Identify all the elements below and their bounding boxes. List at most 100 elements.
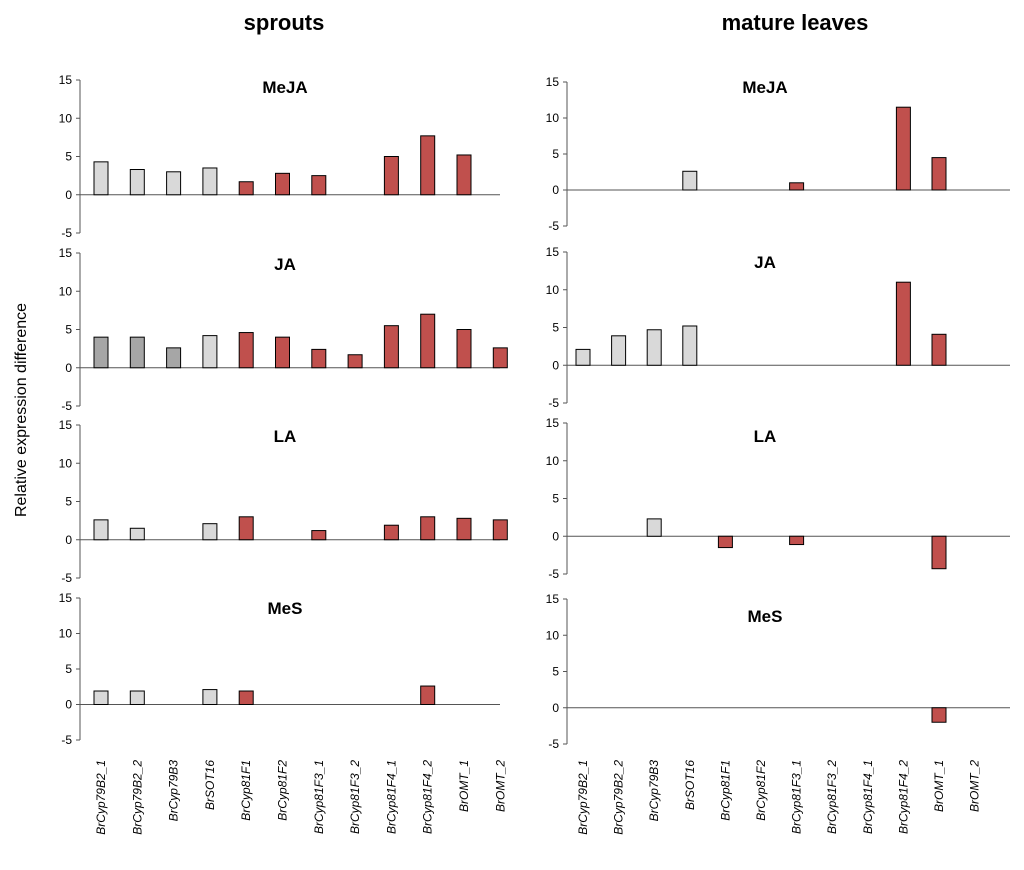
y-tick-label: 5 xyxy=(65,323,72,337)
bar-bromt-1 xyxy=(931,333,947,366)
category-label: BrCyp81F4_2 xyxy=(896,760,910,834)
category-label: BrCyp81F3_1 xyxy=(790,760,804,834)
y-tick-label: 10 xyxy=(59,111,73,125)
category-label: BrCyp81F3_1 xyxy=(312,760,326,834)
bar-brcyp81f4-2 xyxy=(895,281,911,366)
category-label: BrCyp79B2_1 xyxy=(576,760,590,835)
y-tick-label: 0 xyxy=(65,698,72,712)
y-tick-label: 0 xyxy=(552,183,559,197)
bar-bromt-1 xyxy=(456,517,472,541)
bar-brcyp81f2 xyxy=(275,336,290,369)
category-label: BrCyp81F4_2 xyxy=(421,760,435,834)
panel-title: MeS xyxy=(748,607,783,626)
bar-bromt-1 xyxy=(931,535,947,570)
bar-brsot16 xyxy=(202,689,218,706)
panel-sprouts-meja: 15 10 5 0 -5 MeJA xyxy=(59,73,500,240)
bar-brcyp81f3-1 xyxy=(311,348,327,369)
bar-brcyp81f1 xyxy=(238,516,254,541)
bar-brsot16 xyxy=(202,523,218,541)
category-label: BrOMT_2 xyxy=(493,760,507,812)
y-tick-label: -5 xyxy=(548,396,559,410)
y-tick-label: 10 xyxy=(59,284,73,298)
y-tick-label: 0 xyxy=(552,529,559,543)
bar-bromt-1 xyxy=(456,329,472,369)
bar-bromt-1 xyxy=(931,157,947,191)
bar-brcyp81f2 xyxy=(275,172,290,196)
panel-title: JA xyxy=(274,255,296,274)
category-label: BrCyp79B3 xyxy=(647,760,661,822)
category-label: BrCyp79B2_1 xyxy=(94,760,108,835)
y-tick-label: 15 xyxy=(546,245,560,259)
bar-brcyp81f4-2 xyxy=(420,685,436,705)
category-label: BrOMT_1 xyxy=(457,760,471,812)
bar-brcyp79b3 xyxy=(646,518,662,537)
panel-mature-leaves-la: 15 10 5 0 -5 LA xyxy=(546,416,1010,581)
bar-brcyp81f4-2 xyxy=(420,516,436,541)
y-tick-label: 10 xyxy=(59,627,73,641)
category-label: BrCyp81F2 xyxy=(276,760,290,821)
category-label: BrOMT_2 xyxy=(968,760,982,812)
bar-brcyp81f3-1 xyxy=(789,535,805,546)
category-label: BrCyp79B2_2 xyxy=(130,760,144,835)
bar-brcyp81f4-2 xyxy=(420,135,436,196)
bar-bromt-1 xyxy=(456,154,472,196)
y-tick-label: 0 xyxy=(65,188,72,202)
panel-sprouts-mes: 15 10 5 0 -5 MeS xyxy=(59,591,500,747)
panel-title: MeJA xyxy=(742,78,787,97)
y-tick-label: 10 xyxy=(546,283,560,297)
panel-mature-leaves-meja: 15 10 5 0 -5 MeJA xyxy=(546,75,1010,233)
bar-brcyp79b2-1 xyxy=(575,348,591,366)
bar-brcyp81f1 xyxy=(238,181,254,196)
panel-title: LA xyxy=(754,427,777,446)
y-tick-label: 15 xyxy=(59,73,73,87)
charts-container: 15 10 5 0 -5 MeJA 15 10 5 0 -5 JA 15 10 5 0 -5 LA 15 10 5 0 -5… xyxy=(59,73,1010,835)
category-label: BrCyp81F4_1 xyxy=(861,760,875,834)
panel-title: LA xyxy=(274,427,297,446)
y-tick-label: -5 xyxy=(61,571,72,585)
category-label: BrCyp81F2 xyxy=(754,760,768,821)
bar-brcyp79b2-2 xyxy=(129,527,145,541)
y-tick-label: -5 xyxy=(548,737,559,751)
y-axis-label: Relative expression difference xyxy=(13,303,30,517)
bar-brcyp81f1 xyxy=(238,690,254,706)
bar-brcyp81f1 xyxy=(717,535,733,549)
y-tick-label: 0 xyxy=(552,358,559,372)
bar-bromt-1 xyxy=(931,707,947,723)
category-label: BrSOT16 xyxy=(683,760,697,810)
bar-bromt-2 xyxy=(492,347,508,369)
y-tick-label: 0 xyxy=(65,361,72,375)
bar-brsot16 xyxy=(682,170,698,191)
bar-brcyp81f3-1 xyxy=(311,175,327,196)
y-tick-label: 15 xyxy=(59,418,73,432)
y-tick-label: 15 xyxy=(59,591,73,605)
bar-brsot16 xyxy=(682,325,698,366)
y-tick-label: -5 xyxy=(548,219,559,233)
y-tick-label: 10 xyxy=(546,628,560,642)
bar-brcyp81f3-1 xyxy=(311,530,327,541)
y-tick-label: 5 xyxy=(65,662,72,676)
category-label: BrCyp81F4_1 xyxy=(384,760,398,834)
bar-brcyp79b2-2 xyxy=(129,169,145,196)
bar-brcyp81f4-2 xyxy=(895,106,911,191)
y-tick-label: 15 xyxy=(546,592,560,606)
y-tick-label: 5 xyxy=(552,321,559,335)
y-tick-label: 5 xyxy=(552,665,559,679)
bar-brcyp79b3 xyxy=(646,329,662,366)
y-tick-label: 15 xyxy=(546,416,560,430)
y-tick-label: 0 xyxy=(552,701,559,715)
column-title-sprouts: sprouts xyxy=(244,10,325,35)
bar-brcyp81f3-1 xyxy=(789,182,805,191)
bar-brsot16 xyxy=(202,167,218,196)
y-tick-label: 5 xyxy=(65,495,72,509)
y-tick-label: -5 xyxy=(548,567,559,581)
column-title-mature-leaves: mature leaves xyxy=(722,10,869,35)
bar-bromt-2 xyxy=(492,519,508,541)
y-tick-label: 10 xyxy=(546,111,560,125)
bar-brcyp79b2-2 xyxy=(129,336,145,369)
panel-mature-leaves-ja: 15 10 5 0 -5 JA xyxy=(546,245,1010,410)
y-tick-label: -5 xyxy=(61,399,72,413)
category-label: BrCyp81F1 xyxy=(239,760,253,821)
panel-mature-leaves-mes: 15 10 5 0 -5 MeS xyxy=(546,592,1010,751)
category-label: BrCyp81F3_2 xyxy=(825,760,839,834)
y-tick-label: 5 xyxy=(552,147,559,161)
